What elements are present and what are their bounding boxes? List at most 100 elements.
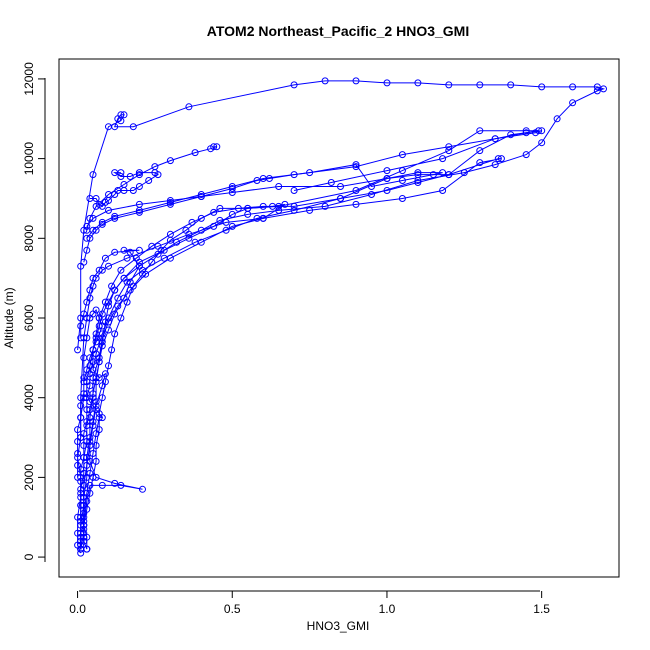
data-point	[157, 246, 165, 254]
data-point	[74, 438, 82, 445]
data-point	[414, 79, 422, 87]
profile-series	[74, 77, 607, 553]
data-point	[439, 169, 447, 177]
data-point	[191, 238, 199, 246]
data-point	[491, 161, 499, 169]
data-point	[538, 139, 546, 147]
data-point	[95, 314, 103, 322]
data-point	[145, 177, 153, 184]
data-point	[593, 87, 601, 95]
data-point	[337, 183, 344, 190]
data-point	[101, 378, 109, 386]
data-point	[439, 155, 447, 163]
x-tick-label: 0.5	[224, 602, 241, 616]
data-point	[352, 77, 360, 85]
data-point	[92, 457, 100, 465]
data-point	[439, 187, 447, 194]
data-point	[95, 266, 103, 274]
data-point	[98, 394, 106, 402]
data-point	[126, 248, 134, 256]
data-point	[290, 171, 298, 179]
data-point	[476, 81, 484, 89]
data-point	[83, 366, 91, 374]
data-point	[476, 127, 484, 135]
data-point	[445, 171, 453, 179]
data-point	[89, 274, 97, 282]
data-point	[253, 214, 261, 222]
y-tick-label: 12000	[22, 62, 36, 96]
data-point	[77, 322, 85, 330]
data-point	[148, 258, 156, 266]
data-point	[117, 173, 125, 180]
data-point	[123, 298, 131, 306]
data-point	[74, 541, 82, 549]
data-point	[77, 402, 85, 410]
data-point	[139, 270, 146, 278]
data-point	[129, 187, 137, 194]
data-point	[507, 81, 515, 89]
data-point	[476, 147, 484, 155]
data-point	[74, 426, 82, 434]
data-point	[383, 187, 391, 194]
data-point	[352, 187, 360, 194]
data-point	[398, 177, 406, 184]
data-point	[290, 81, 298, 89]
data-point	[105, 206, 112, 214]
data-point	[135, 246, 143, 254]
data-point	[108, 346, 116, 354]
data-point	[216, 204, 224, 212]
data-point	[92, 374, 100, 382]
data-point	[92, 306, 100, 314]
profile-series	[80, 127, 543, 553]
data-point	[429, 171, 437, 179]
data-point	[222, 218, 230, 226]
data-point	[166, 200, 174, 208]
data-point	[213, 143, 221, 151]
data-point	[83, 298, 91, 306]
data-point	[265, 175, 273, 182]
data-point	[148, 242, 156, 250]
y-tick-label: 8000	[22, 225, 36, 252]
data-point	[80, 374, 88, 382]
data-point	[210, 222, 218, 230]
data-point	[77, 414, 85, 422]
data-point	[117, 117, 125, 125]
data-point	[98, 220, 106, 228]
data-point	[105, 326, 112, 334]
data-point	[166, 198, 174, 206]
data-point	[538, 83, 546, 91]
data-point	[77, 549, 85, 557]
profile-series	[74, 306, 106, 557]
chart-title: ATOM2 Northeast_Pacific_2 HNO3_GMI	[207, 23, 469, 39]
data-point	[83, 246, 91, 254]
data-point	[135, 206, 143, 214]
data-point	[80, 390, 88, 398]
data-point	[352, 161, 360, 169]
data-point	[74, 529, 82, 537]
data-point	[92, 338, 100, 346]
data-point	[228, 185, 236, 192]
data-point	[77, 493, 85, 501]
y-tick-label: 6000	[22, 304, 36, 331]
data-point	[185, 103, 193, 111]
data-point	[166, 236, 174, 244]
data-point	[398, 167, 406, 175]
data-point	[569, 83, 577, 91]
data-point	[83, 533, 91, 541]
data-point	[210, 143, 218, 151]
data-point	[98, 322, 106, 330]
y-axis-ticks: 0 2000 4000 6000 8000 10000 12000	[22, 62, 45, 560]
data-point	[166, 197, 174, 204]
y-axis-label: Altitude (m)	[2, 287, 16, 348]
data-point	[111, 248, 119, 256]
data-point	[135, 262, 143, 270]
data-point	[535, 127, 543, 135]
data-point	[197, 191, 205, 198]
data-point	[129, 123, 137, 131]
x-tick-label: 1.0	[379, 602, 396, 616]
data-point	[129, 282, 137, 290]
data-point	[74, 346, 82, 354]
data-point	[120, 246, 128, 254]
data-point	[135, 183, 143, 190]
data-point	[553, 115, 561, 123]
